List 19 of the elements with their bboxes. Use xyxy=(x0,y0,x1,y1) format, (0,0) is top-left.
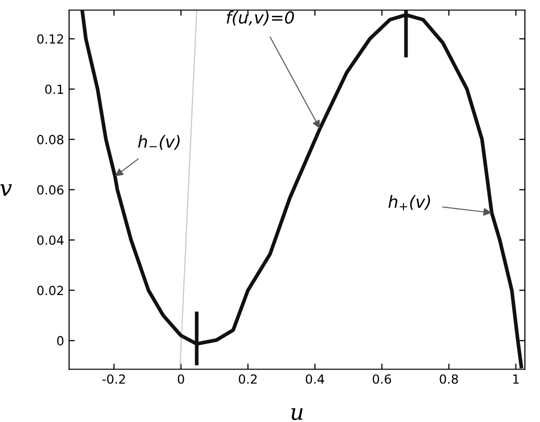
x-tick-label: -0.2 xyxy=(102,374,125,384)
y-tick-label: 0 xyxy=(57,336,64,346)
y-tick-label: 0.04 xyxy=(37,235,64,245)
x-axis-title: u xyxy=(291,408,303,420)
y-tick-label: 0.1 xyxy=(45,84,64,94)
y-tick-label: 0.06 xyxy=(37,185,64,195)
annotation: h$_{−}$(v) xyxy=(138,134,180,150)
y-tick-label: 0.12 xyxy=(37,34,64,44)
y-tick-label: 0.02 xyxy=(37,286,64,296)
annotation: f(u,v)=0 xyxy=(226,10,294,26)
y-axis-title: v xyxy=(0,184,12,196)
x-tick-label: 1 xyxy=(513,374,519,384)
annotation: h$_{+}$(v) xyxy=(388,195,430,210)
x-tick-label: 0.2 xyxy=(238,374,257,384)
x-tick-label: 0.8 xyxy=(440,374,458,384)
x-tick-label: 0.6 xyxy=(372,374,392,384)
y-tick-label: 0.08 xyxy=(37,134,64,144)
x-tick-label: 0.4 xyxy=(306,374,324,384)
x-tick-label: 0 xyxy=(178,374,184,384)
